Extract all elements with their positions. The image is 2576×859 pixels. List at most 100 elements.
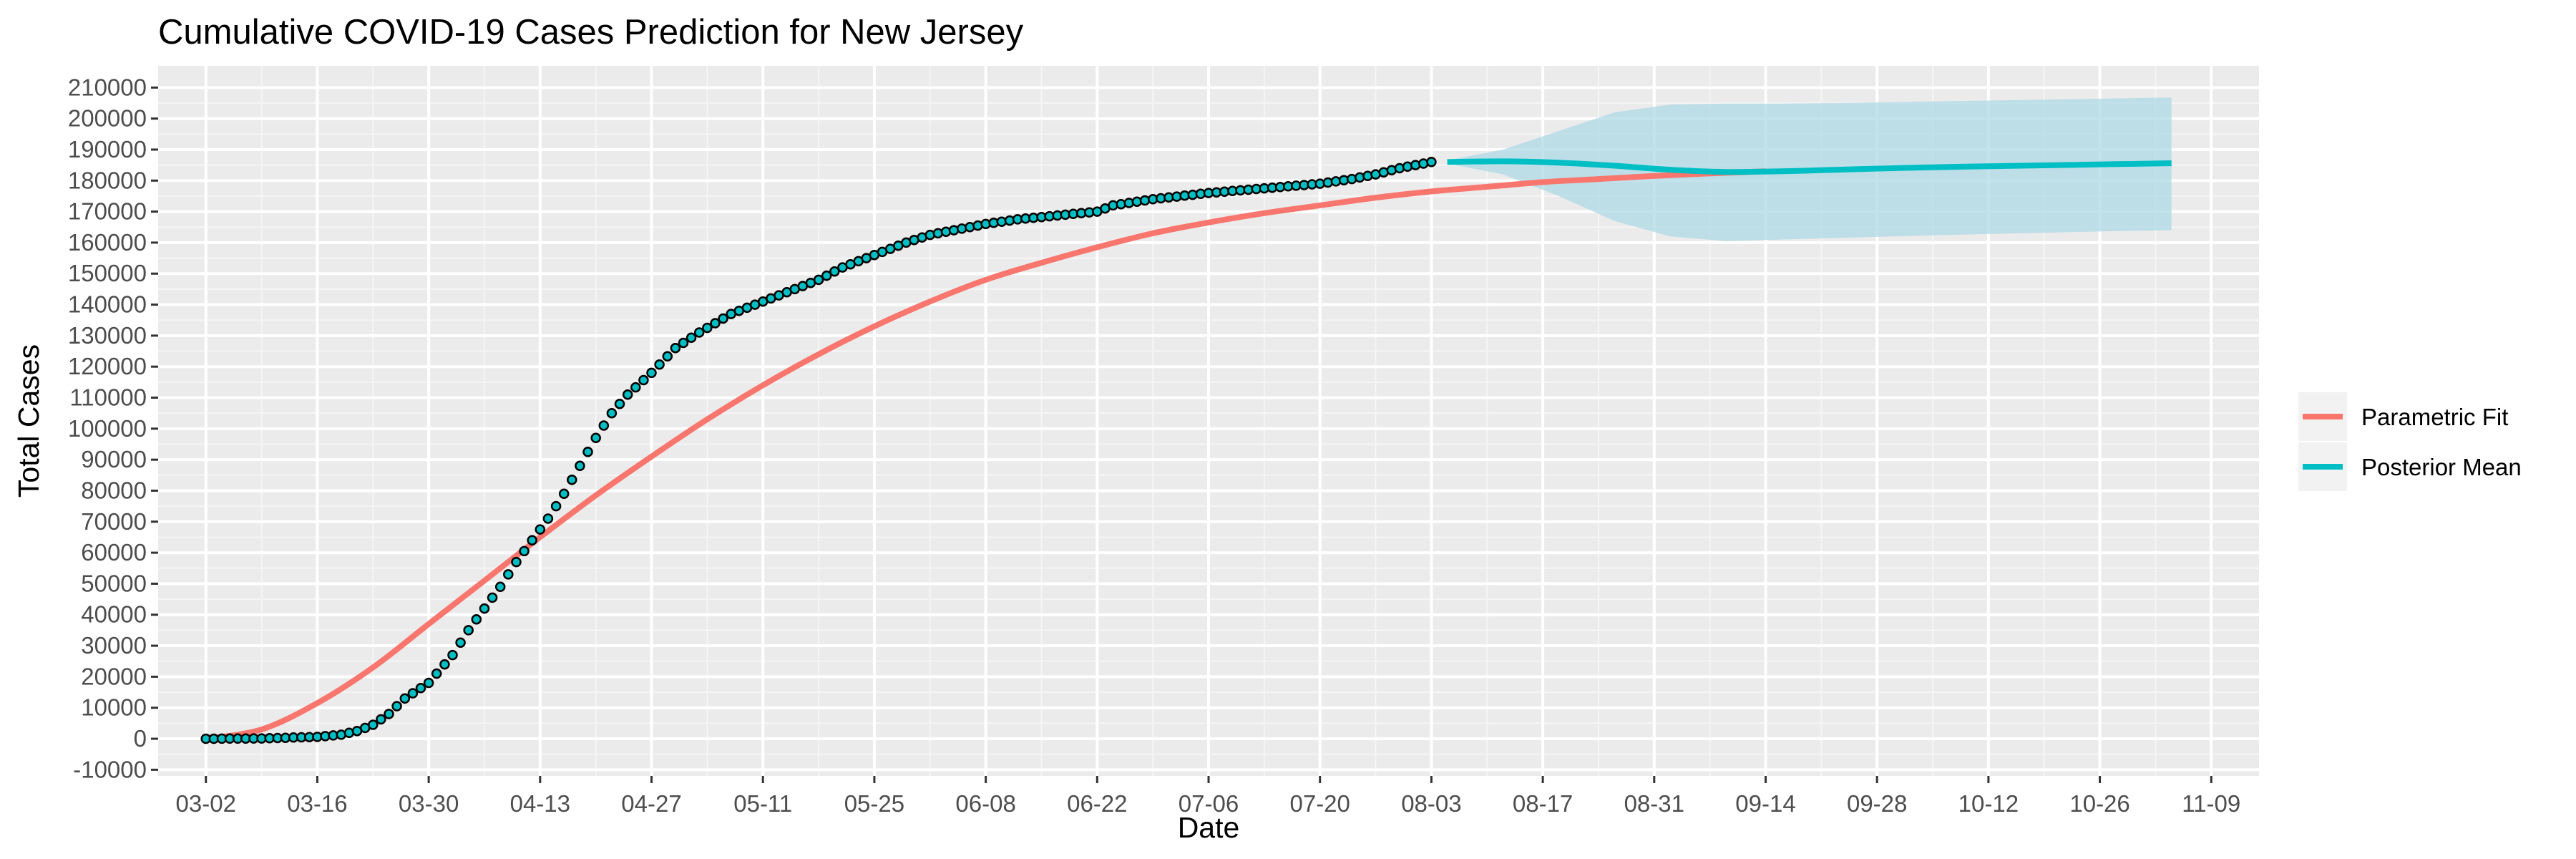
observed-point <box>415 683 426 694</box>
x-tick-label: 08-17 <box>1513 790 1573 817</box>
x-tick-label: 05-25 <box>844 790 904 817</box>
x-tick-label: 03-30 <box>399 790 459 817</box>
observed-point <box>829 266 840 277</box>
observed-point <box>550 500 562 512</box>
y-tick-label: 0 <box>134 725 147 752</box>
x-tick-label: 04-13 <box>510 790 570 817</box>
observed-point <box>654 359 665 370</box>
observed-point <box>686 332 697 344</box>
observed-point <box>821 270 832 281</box>
observed-point <box>1402 161 1413 173</box>
y-tick-label: 160000 <box>68 229 147 256</box>
observed-point <box>399 693 411 704</box>
y-axis-ticks: -10000 0 10000 20000 30000 40000 50000 60000 700… <box>68 74 158 782</box>
observed-point <box>384 709 394 719</box>
x-tick-label: 04-27 <box>621 790 681 817</box>
y-tick-label: 140000 <box>68 291 147 318</box>
x-axis-ticks: 03-02 03-16 03-30 04-13 04-27 05-11 05-25 06-08… <box>176 776 2240 817</box>
x-tick-label: 10-26 <box>2069 790 2129 817</box>
legend-label-posterior-mean: Posterior Mean <box>2361 454 2522 480</box>
x-tick-label: 03-16 <box>287 790 347 817</box>
observed-point <box>567 475 577 485</box>
chart-title: Cumulative COVID-19 Cases Prediction for… <box>158 13 1024 52</box>
observed-point <box>487 592 498 603</box>
y-tick-label: 80000 <box>81 477 147 503</box>
observed-point <box>368 719 379 730</box>
x-tick-label: 06-22 <box>1067 790 1127 817</box>
x-tick-label: 11-09 <box>2182 790 2240 817</box>
observed-point <box>718 313 728 324</box>
observed-points-layer <box>200 157 1437 744</box>
y-tick-label: 20000 <box>81 663 147 689</box>
y-tick-label: 110000 <box>69 384 147 411</box>
observed-point <box>710 318 721 329</box>
observed-point <box>455 637 466 648</box>
observed-point <box>813 274 824 286</box>
observed-point <box>527 535 537 546</box>
observed-point <box>670 342 681 354</box>
y-tick-label: -10000 <box>73 756 147 782</box>
legend-label-parametric-fit: Parametric Fit <box>2361 404 2508 430</box>
y-tick-label: 30000 <box>81 632 147 659</box>
observed-point <box>407 688 419 699</box>
observed-point <box>479 603 490 614</box>
observed-point <box>431 668 442 679</box>
observed-point <box>598 420 610 431</box>
y-tick-label: 60000 <box>81 539 147 566</box>
y-tick-label: 200000 <box>68 105 147 132</box>
observed-point <box>614 398 625 409</box>
observed-point <box>463 625 474 636</box>
x-tick-label: 09-28 <box>1847 790 1907 817</box>
observed-point <box>582 447 593 457</box>
observed-point <box>423 677 434 689</box>
observed-point <box>494 581 506 593</box>
observed-point <box>693 327 705 338</box>
y-tick-label: 40000 <box>81 601 147 628</box>
observed-point <box>1426 157 1437 168</box>
x-tick-label: 05-11 <box>733 790 792 817</box>
observed-point <box>519 545 530 557</box>
observed-point <box>447 649 458 661</box>
observed-point <box>646 367 657 379</box>
x-tick-label: 10-12 <box>1958 790 2019 817</box>
observed-point <box>511 556 522 568</box>
observed-point <box>558 488 570 500</box>
series-line-posterior-mean <box>1447 158 2172 175</box>
observed-point <box>542 513 554 524</box>
observed-point <box>535 524 546 535</box>
observed-point <box>391 701 402 712</box>
series-line-parametric-fit <box>205 168 1766 742</box>
y-tick-label: 10000 <box>81 694 147 721</box>
x-axis-title: Date <box>1178 811 1240 844</box>
y-tick-label: 210000 <box>68 74 147 100</box>
x-tick-label: 08-03 <box>1401 790 1461 817</box>
y-tick-label: 100000 <box>68 415 147 442</box>
observed-point <box>956 223 967 234</box>
legend: Parametric Fit Posterior Mean <box>2298 392 2522 491</box>
observed-point <box>702 322 713 334</box>
y-tick-label: 170000 <box>68 198 147 225</box>
x-tick-label: 06-08 <box>955 790 1015 817</box>
y-tick-label: 180000 <box>68 167 147 193</box>
series-lines-layer <box>205 158 2172 742</box>
y-tick-label: 150000 <box>68 260 147 286</box>
observed-point <box>439 659 450 670</box>
x-tick-label: 07-06 <box>1179 790 1239 817</box>
y-tick-label: 50000 <box>81 570 147 596</box>
observed-point <box>662 351 673 362</box>
observed-point <box>622 389 633 400</box>
observed-point <box>471 613 482 625</box>
x-tick-label: 09-14 <box>1735 790 1795 817</box>
observed-point <box>630 382 641 393</box>
y-tick-label: 130000 <box>68 322 147 349</box>
y-tick-label: 190000 <box>68 136 147 162</box>
y-tick-label: 120000 <box>68 353 147 379</box>
x-tick-label: 08-31 <box>1624 790 1684 817</box>
x-tick-label: 07-20 <box>1289 790 1350 817</box>
y-tick-label: 90000 <box>81 446 147 472</box>
y-axis-title: Total Cases <box>12 344 45 498</box>
observed-point <box>606 407 618 419</box>
observed-point <box>590 432 601 444</box>
observed-point <box>638 374 649 386</box>
